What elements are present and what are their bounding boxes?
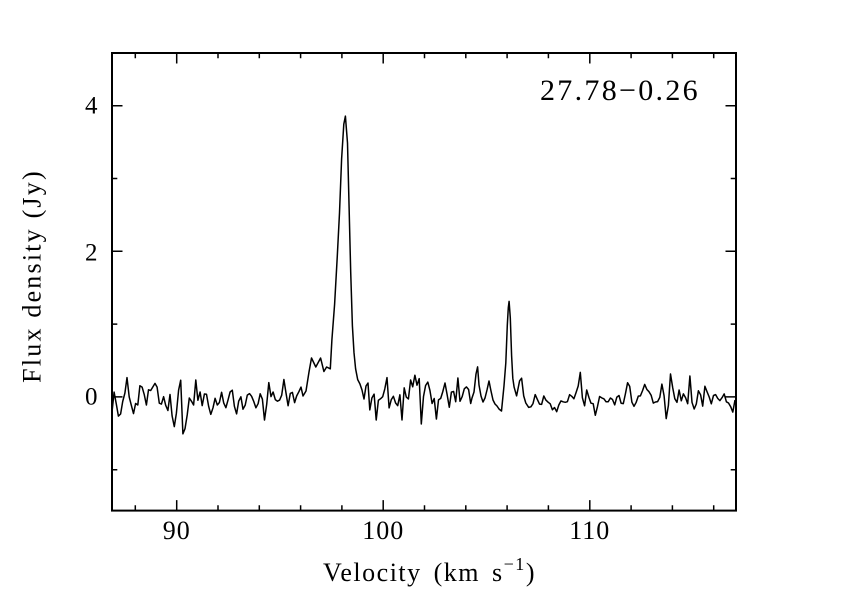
svg-text:Velocity (km s−1): Velocity (km s−1): [323, 554, 536, 587]
svg-text:90: 90: [163, 516, 191, 545]
svg-text:27.78−0.26: 27.78−0.26: [540, 74, 700, 107]
svg-text:0: 0: [85, 384, 98, 411]
svg-text:2: 2: [85, 239, 98, 266]
svg-text:Flux density (Jy): Flux density (Jy): [18, 169, 47, 383]
svg-text:100: 100: [362, 516, 404, 545]
svg-text:110: 110: [569, 516, 610, 545]
svg-text:4: 4: [85, 93, 98, 120]
